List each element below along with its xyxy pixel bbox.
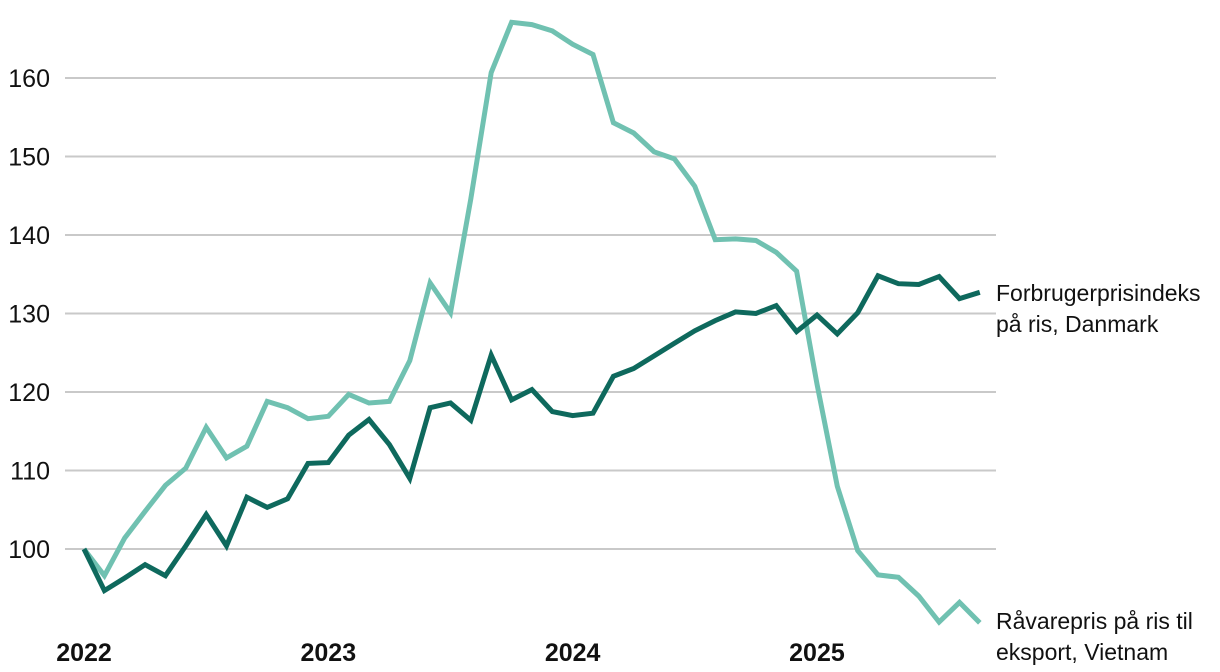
y-tick-label-110: 110 — [10, 458, 50, 486]
x-tick-label-2023: 2023 — [301, 639, 357, 667]
legend-denmark-line1: Forbrugerprisindeks — [996, 280, 1201, 306]
legend-denmark-line2: på ris, Danmark — [996, 311, 1159, 337]
series-line-vietnam — [82, 19, 982, 626]
y-tick-label-140: 140 — [8, 222, 50, 250]
y-tick-label-150: 150 — [8, 144, 50, 172]
y-tick-label-100: 100 — [8, 536, 50, 564]
legend-vietnam-line2: eksport, Vietnam — [996, 639, 1168, 665]
y-tick-label-160: 160 — [8, 65, 50, 93]
series-legends: Forbrugerprisindeks på ris, Danmark Råva… — [996, 280, 1207, 665]
series-lines — [81, 19, 982, 626]
x-tick-label-2022: 2022 — [56, 639, 112, 667]
legend-denmark: Forbrugerprisindeks på ris, Danmark — [996, 280, 1207, 337]
x-tick-label-2024: 2024 — [545, 639, 601, 667]
y-axis-tick-labels: 100 110 120 130 140 150 160 — [8, 65, 50, 564]
x-axis-year-labels: 2022 2023 2024 2025 — [56, 639, 845, 667]
series-line-danmark — [81, 272, 981, 595]
x-tick-label-2025: 2025 — [789, 639, 845, 667]
legend-vietnam: Råvarepris på ris til eksport, Vietnam — [996, 608, 1199, 665]
y-tick-label-130: 130 — [8, 301, 50, 329]
legend-vietnam-line1: Råvarepris på ris til — [996, 608, 1193, 634]
y-tick-label-120: 120 — [8, 379, 50, 407]
